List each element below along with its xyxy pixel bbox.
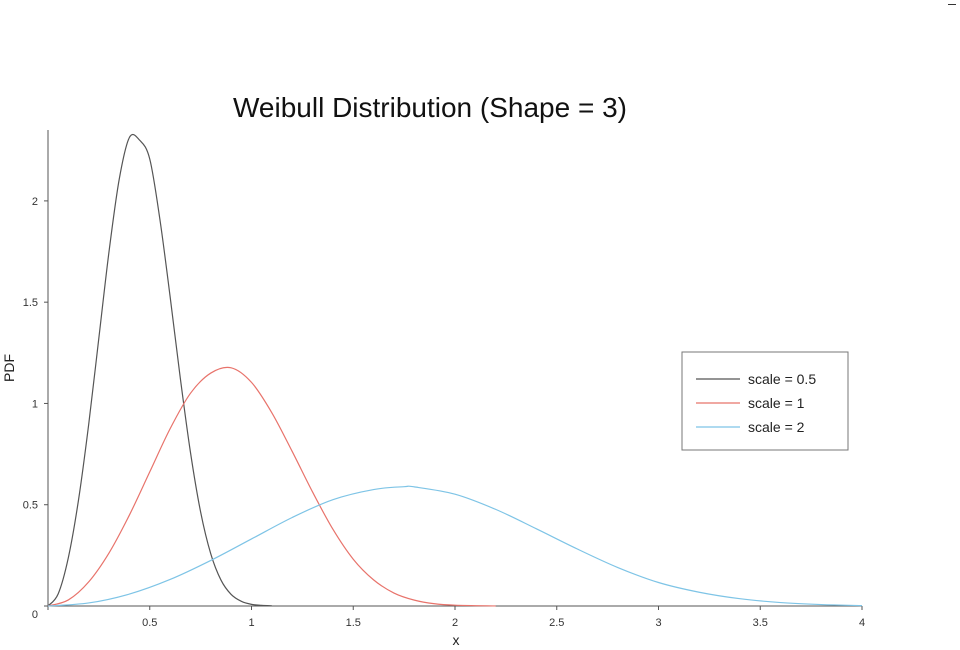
series-line-2: [47, 366, 496, 607]
x-tick-label: 1.5: [346, 617, 361, 629]
x-tick-label: 2.5: [549, 617, 564, 629]
corner-dash-mark: [948, 4, 956, 5]
y-tick-label: 0.5: [23, 500, 38, 512]
x-axis-label: x: [453, 632, 460, 648]
legend-label: scale = 1: [748, 395, 805, 411]
ticks: 0.5 1 1.5 2 2.5 3 3.5 4 0 0.5 1 1.5 2: [23, 196, 865, 629]
y-axis-label: PDF: [1, 354, 17, 382]
legend: scale = 0.5 scale = 1 scale = 2: [681, 351, 849, 451]
x-tick-label: 0.5: [142, 617, 157, 629]
y-tick-label: 0: [32, 609, 38, 621]
x-tick-label: 3.5: [753, 617, 768, 629]
chart-title: Weibull Distribution (Shape = 3): [233, 92, 627, 123]
x-tick-label: 2: [452, 617, 458, 629]
x-tick-label: 3: [655, 617, 661, 629]
x-tick-label: 4: [859, 617, 865, 629]
y-tick-label: 2: [32, 196, 38, 208]
legend-label: scale = 0.5: [748, 371, 816, 387]
legend-box: [681, 351, 849, 451]
series-line-3: [47, 485, 863, 607]
series-lines: [47, 133, 863, 607]
y-tick-label: 1.5: [23, 297, 38, 309]
legend-label: scale = 2: [748, 419, 805, 435]
x-tick-label: 1: [248, 617, 254, 629]
y-tick-label: 1: [32, 398, 38, 410]
series-line-1: [47, 133, 272, 607]
